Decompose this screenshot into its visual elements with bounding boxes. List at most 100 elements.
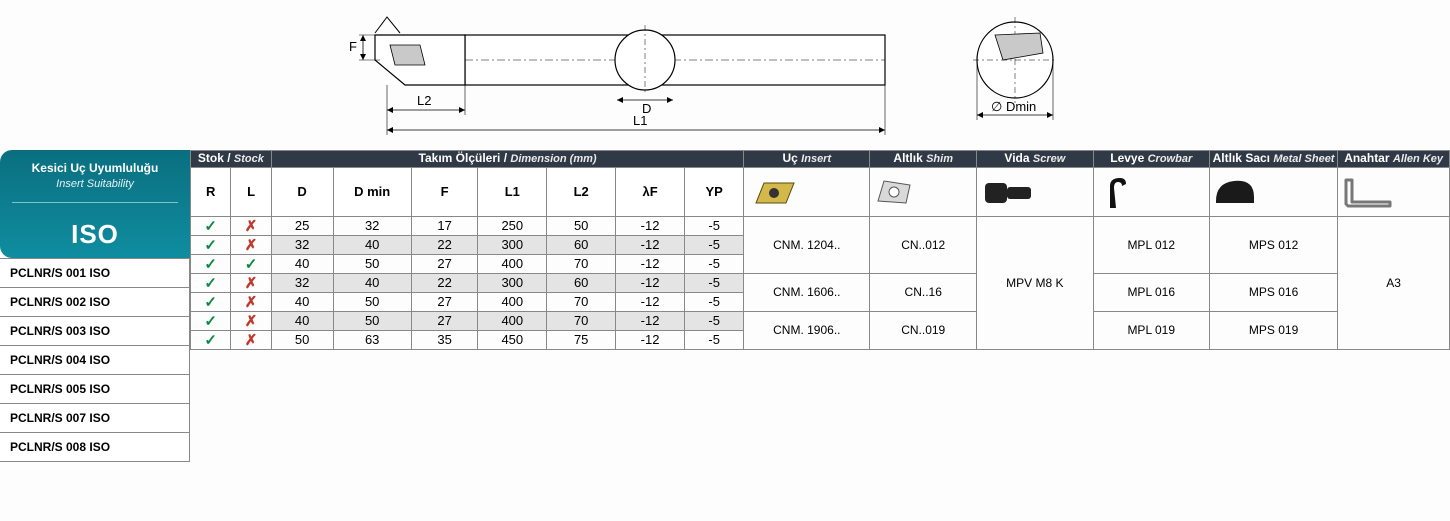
row-names-column: PCLNR/S 001 ISOPCLNR/S 002 ISOPCLNR/S 00… xyxy=(0,258,190,462)
dim-Dmin: 32 xyxy=(333,216,411,235)
key-value: A3 xyxy=(1338,216,1450,349)
dim-l1-label: L1 xyxy=(633,113,647,128)
iso-header-block: Kesici Uç Uyumluluğu Insert Suitability … xyxy=(0,150,190,258)
subheader-YP: YP xyxy=(685,167,744,216)
dim-l2-label: L2 xyxy=(417,93,431,108)
header-sheet: Altlık Sacı Metal Sheet xyxy=(1209,151,1337,168)
insert-value: CNM. 1204.. xyxy=(744,216,870,273)
dim-D: 32 xyxy=(271,273,333,292)
shim-icon xyxy=(870,167,977,216)
header-screw: Vida Screw xyxy=(977,151,1093,168)
subheader-R: R xyxy=(191,167,231,216)
sheet-icon xyxy=(1209,167,1337,216)
dim-D: 32 xyxy=(271,235,333,254)
dim-lF: -12 xyxy=(616,330,685,349)
dim-lF: -12 xyxy=(616,254,685,273)
subheader-D: D xyxy=(271,167,333,216)
subheader-L: L xyxy=(231,167,271,216)
iso-label: ISO xyxy=(0,203,190,268)
insert-suitability-tr: Kesici Uç Uyumluluğu xyxy=(8,160,182,177)
dim-L2: 75 xyxy=(547,330,616,349)
dim-Dmin: 50 xyxy=(333,311,411,330)
dim-F: 22 xyxy=(411,235,478,254)
row-name: PCLNR/S 007 ISO xyxy=(0,404,190,433)
tool-end-view: ∅ Dmin xyxy=(945,5,1105,145)
subheader-lF: λF xyxy=(616,167,685,216)
dim-lF: -12 xyxy=(616,273,685,292)
dim-L1: 300 xyxy=(478,235,547,254)
subheader-Dmin: D min xyxy=(333,167,411,216)
insert-icon xyxy=(744,167,870,216)
dim-YP: -5 xyxy=(685,311,744,330)
dim-YP: -5 xyxy=(685,254,744,273)
subheader-F: F xyxy=(411,167,478,216)
stock-L: ✗ xyxy=(231,311,271,330)
dim-L1: 400 xyxy=(478,254,547,273)
dim-L2: 70 xyxy=(547,254,616,273)
dim-L1: 400 xyxy=(478,311,547,330)
dim-L1: 300 xyxy=(478,273,547,292)
dim-Dmin: 63 xyxy=(333,330,411,349)
dim-D: 40 xyxy=(271,254,333,273)
row-name: PCLNR/S 002 ISO xyxy=(0,288,190,317)
stock-R: ✓ xyxy=(191,235,231,254)
dim-YP: -5 xyxy=(685,235,744,254)
dim-L2: 70 xyxy=(547,311,616,330)
dim-F: 27 xyxy=(411,254,478,273)
sheet-value: MPS 016 xyxy=(1209,273,1337,311)
crow-icon xyxy=(1093,167,1209,216)
screw-value: MPV M8 K xyxy=(977,216,1093,349)
stock-L: ✗ xyxy=(231,330,271,349)
shim-value: CN..019 xyxy=(870,311,977,349)
subheader-L1: L1 xyxy=(478,167,547,216)
subheader-L2: L2 xyxy=(547,167,616,216)
dim-D: 40 xyxy=(271,292,333,311)
dim-lF: -12 xyxy=(616,292,685,311)
stock-L: ✓ xyxy=(231,254,271,273)
insert-suitability-en: Insert Suitability xyxy=(8,177,182,192)
dim-f-label: F xyxy=(349,39,357,54)
header-dim: Takım Ölçüleri / Dimension (mm) xyxy=(271,151,744,168)
dim-L2: 50 xyxy=(547,216,616,235)
stock-R: ✓ xyxy=(191,311,231,330)
technical-diagram: D L1 L2 F ∅ Dmin xyxy=(0,0,1450,150)
header-crow: Levye Crowbar xyxy=(1093,151,1209,168)
stock-R: ✓ xyxy=(191,216,231,235)
dim-lF: -12 xyxy=(616,235,685,254)
main-data-table: Stok / StockTakım Ölçüleri / Dimension (… xyxy=(190,150,1450,350)
dim-F: 27 xyxy=(411,311,478,330)
dim-Dmin: 50 xyxy=(333,292,411,311)
insert-value: CNM. 1606.. xyxy=(744,273,870,311)
stock-R: ✓ xyxy=(191,273,231,292)
crow-value: MPL 012 xyxy=(1093,216,1209,273)
row-name: PCLNR/S 004 ISO xyxy=(0,346,190,375)
stock-R: ✓ xyxy=(191,330,231,349)
header-stock: Stok / Stock xyxy=(191,151,272,168)
sheet-value: MPS 019 xyxy=(1209,311,1337,349)
insert-value: CNM. 1906.. xyxy=(744,311,870,349)
stock-L: ✗ xyxy=(231,216,271,235)
stock-L: ✗ xyxy=(231,292,271,311)
dim-YP: -5 xyxy=(685,273,744,292)
dim-lF: -12 xyxy=(616,216,685,235)
header-shim: Altlık Shim xyxy=(870,151,977,168)
dim-D: 40 xyxy=(271,311,333,330)
dim-L1: 450 xyxy=(478,330,547,349)
dim-L2: 60 xyxy=(547,273,616,292)
sheet-value: MPS 012 xyxy=(1209,216,1337,273)
dim-F: 17 xyxy=(411,216,478,235)
dim-F: 27 xyxy=(411,292,478,311)
header-key: Anahtar Allen Key xyxy=(1338,151,1450,168)
dim-F: 35 xyxy=(411,330,478,349)
stock-L: ✗ xyxy=(231,273,271,292)
row-name: PCLNR/S 005 ISO xyxy=(0,375,190,404)
dim-YP: -5 xyxy=(685,330,744,349)
dim-D: 25 xyxy=(271,216,333,235)
dim-Dmin: 40 xyxy=(333,273,411,292)
row-name: PCLNR/S 003 ISO xyxy=(0,317,190,346)
dim-YP: -5 xyxy=(685,292,744,311)
dim-Dmin: 40 xyxy=(333,235,411,254)
dim-YP: -5 xyxy=(685,216,744,235)
dim-D: 50 xyxy=(271,330,333,349)
dim-L2: 70 xyxy=(547,292,616,311)
